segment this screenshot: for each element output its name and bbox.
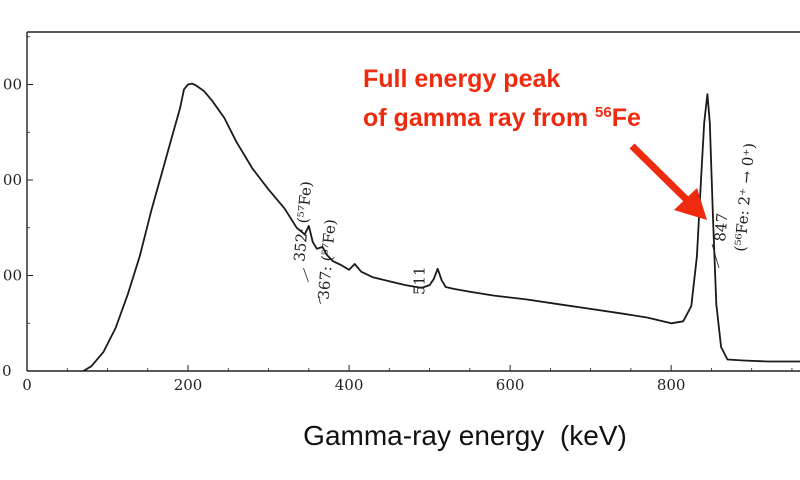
y-tick-label: 00 — [3, 76, 22, 94]
peak-label-352: 352: (⁵⁷Fe) — [290, 180, 315, 262]
peak-leader-847 — [711, 243, 720, 269]
peak-label-511: 511 — [410, 266, 428, 295]
annotation-arrow-head — [674, 188, 707, 220]
x-tick-label: 0 — [22, 376, 32, 394]
annotation-arrow-group — [629, 143, 707, 220]
annotation-line-2-suffix: Fe — [611, 104, 641, 132]
x-axis-title: Gamma-ray energy (keV) — [303, 420, 627, 451]
annotation-line-1: Full energy peak — [363, 65, 561, 93]
spectrum-line — [82, 82, 800, 372]
series-group — [82, 82, 800, 372]
peak-leader-367 — [318, 295, 321, 305]
y-tick-label: 00 — [3, 267, 22, 285]
full-energy-peak-annotation: Full energy peak of gamma ray from 56Fe — [363, 62, 641, 135]
annotation-line-2-prefix: of gamma ray from — [363, 104, 596, 132]
peak-label-847: 847 — [711, 212, 731, 242]
x-tick-label: 400 — [335, 376, 364, 394]
x-tick-label: 200 — [174, 376, 203, 394]
peak-label-fe56-transition: (⁵⁶Fe: 2⁺ → 0⁺) — [731, 142, 758, 252]
x-tick-label: 600 — [496, 376, 525, 394]
peak-label-367: 367: (⁵⁷Fe) — [315, 218, 340, 300]
annotation-arrow-shaft — [629, 143, 693, 206]
peak-leader-352 — [303, 267, 309, 283]
x-tick-label: 800 — [657, 376, 686, 394]
y-tick-label: 00 — [3, 171, 22, 189]
annotation-line-2-superscript: 56 — [595, 104, 612, 121]
y-tick-label-zero: 0 — [2, 362, 12, 380]
peak-labels-group: 352: (⁵⁷Fe) 367: (⁵⁷Fe) 511 847 (⁵⁶Fe: 2⁺ → … — [290, 142, 759, 305]
